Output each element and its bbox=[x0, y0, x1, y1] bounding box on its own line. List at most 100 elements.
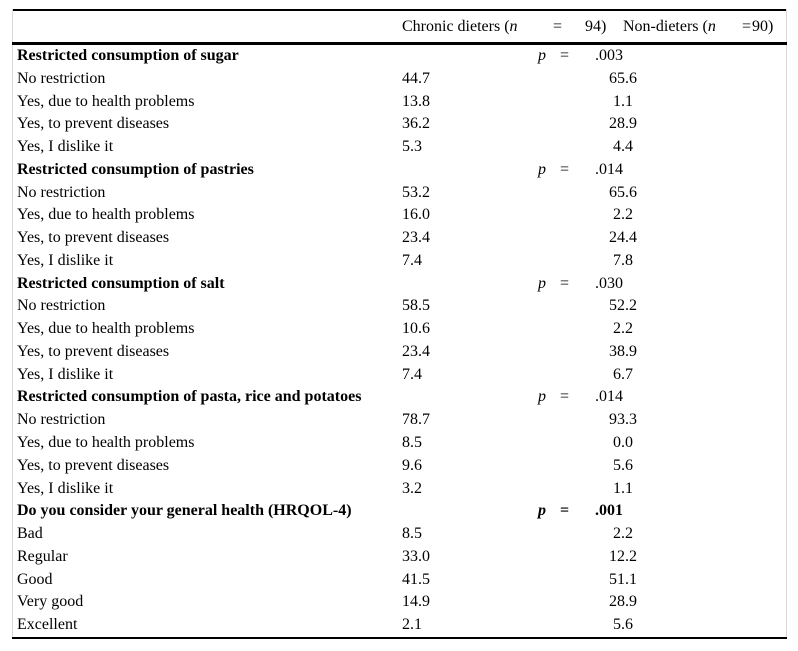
row-label: Excellent bbox=[17, 616, 78, 634]
non-dieters-value: 2.2 bbox=[613, 525, 633, 543]
non-dieters-value: 0.0 bbox=[613, 434, 633, 452]
non-dieters-value: 38.9 bbox=[609, 342, 637, 360]
table-row: Yes, due to health problems 16.0 2.2 bbox=[0, 204, 798, 227]
header-non-text: Non-dieters ( bbox=[623, 18, 708, 35]
table-row: Excellent 2.1 5.6 bbox=[0, 614, 798, 637]
row-label: Yes, due to health problems bbox=[17, 320, 195, 338]
table-row: Yes, due to health problems 10.6 2.2 bbox=[0, 318, 798, 341]
header-chronic-dieters: Chronic dieters (n bbox=[402, 11, 518, 42]
table-row: Yes, to prevent diseases 23.4 24.4 bbox=[0, 227, 798, 250]
table-right-border bbox=[786, 9, 787, 639]
p-symbol: p bbox=[538, 502, 546, 520]
section-header-row: Restricted consumption of salt p = .030 bbox=[0, 273, 798, 296]
equals-sign: = bbox=[560, 274, 570, 292]
header-chronic-n-symbol: n bbox=[509, 18, 518, 35]
row-label: No restriction bbox=[17, 69, 106, 87]
p-symbol: p bbox=[538, 160, 546, 178]
p-value: .030 bbox=[595, 274, 623, 292]
non-dieters-value: 65.6 bbox=[609, 183, 637, 201]
equals-sign: = bbox=[560, 160, 570, 178]
non-dieters-value: 93.3 bbox=[609, 411, 637, 429]
chronic-dieters-value: 36.2 bbox=[402, 115, 430, 133]
non-dieters-value: 28.9 bbox=[609, 115, 637, 133]
chronic-dieters-value: 8.5 bbox=[402, 525, 422, 543]
chronic-dieters-value: 7.4 bbox=[402, 251, 422, 269]
non-dieters-value: 12.2 bbox=[609, 547, 637, 565]
row-label: Yes, I dislike it bbox=[17, 138, 114, 156]
row-label: Very good bbox=[17, 593, 84, 611]
non-dieters-value: 5.6 bbox=[613, 456, 633, 474]
section-title: Restricted consumption of sugar bbox=[17, 47, 239, 64]
table-row: Yes, to prevent diseases 9.6 5.6 bbox=[0, 455, 798, 478]
row-label: Yes, to prevent diseases bbox=[17, 115, 170, 133]
table-row: No restriction 53.2 65.6 bbox=[0, 182, 798, 205]
row-label: No restriction bbox=[17, 411, 106, 429]
non-dieters-value: 1.1 bbox=[613, 92, 633, 110]
header-chronic-n-value: 94) bbox=[585, 18, 607, 35]
non-dieters-value: 1.1 bbox=[613, 479, 633, 497]
row-label: Yes, due to health problems bbox=[17, 434, 195, 452]
row-label: Bad bbox=[17, 525, 43, 543]
chronic-dieters-value: 13.8 bbox=[402, 92, 430, 110]
table-row: Yes, I dislike it 5.3 4.4 bbox=[0, 136, 798, 159]
table-body: Restricted consumption of sugar p = .003… bbox=[0, 45, 798, 637]
table-row: Yes, to prevent diseases 36.2 28.9 bbox=[0, 113, 798, 136]
row-label: Yes, I dislike it bbox=[17, 479, 114, 497]
table-header-row: Chronic dieters (n = 94) Non-dieters (n … bbox=[0, 11, 798, 42]
equals-sign: = bbox=[560, 388, 570, 406]
non-dieters-value: 51.1 bbox=[609, 570, 637, 588]
row-label: Regular bbox=[17, 547, 68, 565]
table-row: Very good 14.9 28.9 bbox=[0, 591, 798, 614]
header-chronic-text: Chronic dieters ( bbox=[402, 18, 510, 35]
chronic-dieters-value: 16.0 bbox=[402, 206, 430, 224]
table-row: No restriction 44.7 65.6 bbox=[0, 68, 798, 91]
header-non-equals: = bbox=[742, 18, 752, 35]
section-header-row: Do you consider your general health (HRQ… bbox=[0, 500, 798, 523]
p-symbol: p bbox=[538, 388, 546, 406]
chronic-dieters-value: 8.5 bbox=[402, 434, 422, 452]
chronic-dieters-value: 53.2 bbox=[402, 183, 430, 201]
table-header-rule bbox=[12, 42, 787, 45]
table-row: Yes, I dislike it 7.4 7.8 bbox=[0, 250, 798, 273]
row-label: No restriction bbox=[17, 297, 106, 315]
chronic-dieters-value: 2.1 bbox=[402, 616, 422, 634]
non-dieters-value: 6.7 bbox=[613, 365, 633, 383]
non-dieters-value: 4.4 bbox=[613, 138, 633, 156]
table-left-border bbox=[12, 9, 13, 639]
chronic-dieters-value: 44.7 bbox=[402, 69, 430, 87]
row-label: Yes, due to health problems bbox=[17, 206, 195, 224]
row-label: Yes, to prevent diseases bbox=[17, 229, 170, 247]
section-title: Do you consider your general health (HRQ… bbox=[17, 502, 352, 520]
chronic-dieters-value: 3.2 bbox=[402, 479, 422, 497]
section-header-row: Restricted consumption of pastries p = .… bbox=[0, 159, 798, 182]
chronic-dieters-value: 41.5 bbox=[402, 570, 430, 588]
table-row: No restriction 58.5 52.2 bbox=[0, 295, 798, 318]
header-non-n-value: 90) bbox=[752, 18, 774, 35]
non-dieters-value: 7.8 bbox=[613, 251, 633, 269]
row-label: No restriction bbox=[17, 183, 106, 201]
row-label: Yes, I dislike it bbox=[17, 365, 114, 383]
table-row: Regular 33.0 12.2 bbox=[0, 546, 798, 569]
row-label: Good bbox=[17, 570, 53, 588]
non-dieters-value: 5.6 bbox=[613, 616, 633, 634]
non-dieters-value: 52.2 bbox=[609, 297, 637, 315]
table-row: No restriction 78.7 93.3 bbox=[0, 409, 798, 432]
table-bottom-rule bbox=[12, 637, 787, 639]
p-value: .014 bbox=[595, 160, 623, 178]
section-title: Restricted consumption of pastries bbox=[17, 160, 254, 178]
p-symbol: p bbox=[538, 47, 546, 64]
p-value: .014 bbox=[595, 388, 623, 406]
equals-sign: = bbox=[560, 47, 570, 64]
chronic-dieters-value: 23.4 bbox=[402, 342, 430, 360]
p-value: .001 bbox=[595, 502, 623, 520]
non-dieters-value: 2.2 bbox=[613, 320, 633, 338]
chronic-dieters-value: 33.0 bbox=[402, 547, 430, 565]
non-dieters-value: 65.6 bbox=[609, 69, 637, 87]
chronic-dieters-value: 10.6 bbox=[402, 320, 430, 338]
table-row: Yes, due to health problems 8.5 0.0 bbox=[0, 432, 798, 455]
table-row: Yes, due to health problems 13.8 1.1 bbox=[0, 91, 798, 114]
non-dieters-value: 2.2 bbox=[613, 206, 633, 224]
chronic-dieters-value: 23.4 bbox=[402, 229, 430, 247]
row-label: Yes, due to health problems bbox=[17, 92, 195, 110]
table-row: Yes, I dislike it 7.4 6.7 bbox=[0, 364, 798, 387]
